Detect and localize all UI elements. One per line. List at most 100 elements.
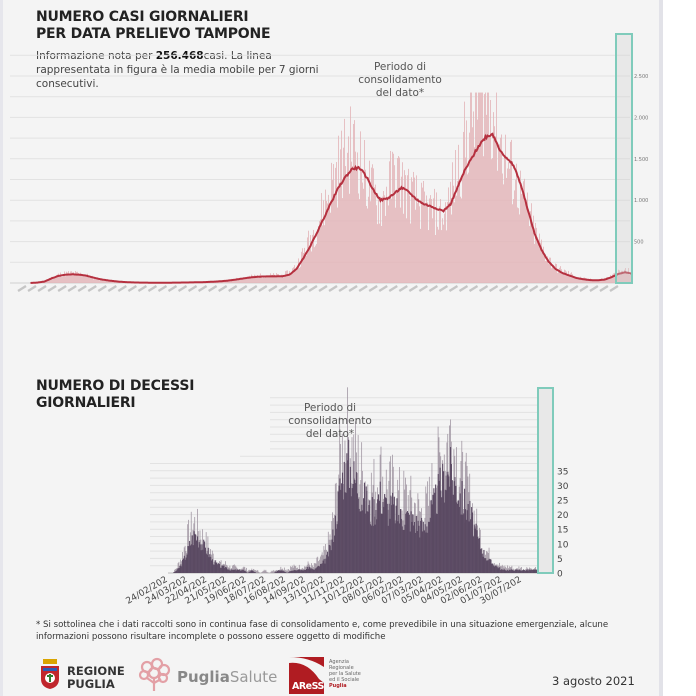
- deaths-bar: [404, 524, 406, 573]
- y-tick-label: 1.500: [634, 157, 648, 163]
- deaths-bar: [365, 486, 367, 573]
- cases-bar: [75, 271, 76, 283]
- deaths-bar: [176, 569, 178, 573]
- cases-bar: [435, 234, 436, 283]
- deaths-bar: [478, 538, 480, 573]
- y-tick-label: 0: [557, 570, 563, 580]
- deaths-bar: [515, 569, 517, 573]
- cases-bar: [222, 281, 223, 283]
- deaths-bar: [430, 500, 432, 573]
- x-tick-label-illegible: [579, 284, 589, 293]
- deaths-spike-bar: [178, 561, 180, 573]
- deaths-bar: [476, 530, 478, 573]
- deaths-bar: [417, 520, 419, 573]
- cases-bar: [451, 214, 452, 283]
- deaths-bar: [227, 569, 229, 573]
- deaths-bar: [371, 497, 373, 573]
- deaths-spike-bar: [233, 564, 235, 573]
- cases-bar: [591, 280, 592, 283]
- deaths-bar: [301, 569, 303, 573]
- cases-bar: [497, 170, 498, 283]
- cases-bar: [344, 118, 345, 284]
- cases-bar: [496, 92, 497, 283]
- cases-bar: [383, 191, 384, 283]
- cases-bar: [47, 279, 48, 283]
- deaths-bar: [354, 480, 356, 573]
- deaths-bar: [517, 570, 519, 573]
- deaths-bar: [246, 572, 248, 573]
- deaths-spike-bar: [229, 565, 231, 573]
- deaths-spike-bar: [286, 570, 288, 573]
- cases-bar: [592, 279, 593, 283]
- cases-bar: [382, 196, 383, 283]
- deaths-bar: [431, 504, 433, 573]
- x-tick-label-illegible: [107, 284, 117, 293]
- cases-bar: [560, 266, 561, 283]
- cases-bar: [520, 170, 521, 283]
- cases-bar: [294, 265, 295, 283]
- cases-bar: [328, 194, 329, 283]
- cases-bar: [577, 277, 578, 283]
- cases-bar: [347, 152, 348, 283]
- deaths-bar: [367, 511, 369, 573]
- cases-bar: [336, 162, 337, 283]
- deaths-bar: [189, 540, 191, 573]
- cases-bar: [583, 277, 584, 283]
- cases-bar: [277, 273, 278, 283]
- deaths-bar: [490, 559, 492, 573]
- cases-bar: [504, 155, 505, 283]
- deaths-spike-bar: [283, 567, 285, 573]
- cases-bar: [481, 92, 482, 283]
- deaths-bar: [500, 569, 503, 573]
- deaths-bar: [447, 474, 449, 573]
- deaths-bar: [399, 509, 402, 573]
- deaths-bar: [497, 568, 499, 573]
- deaths-bar: [291, 570, 293, 573]
- y-tick-label: 1.000: [634, 198, 648, 204]
- deaths-bar: [479, 549, 481, 573]
- deaths-spike-bar: [247, 571, 248, 573]
- cases-bar: [284, 276, 285, 283]
- cases-bar: [292, 268, 293, 283]
- cases-bar: [115, 281, 116, 283]
- x-tick-label-illegible: [278, 284, 288, 293]
- x-tick-label-illegible: [599, 284, 609, 293]
- deaths-bar: [438, 480, 440, 573]
- cases-bar: [569, 275, 570, 283]
- deaths-bar: [229, 570, 231, 573]
- cases-bar: [611, 277, 612, 283]
- deaths-spike-bar: [246, 567, 247, 573]
- cases-bar: [74, 274, 75, 283]
- cases-bar: [305, 252, 306, 283]
- cases-bar: [303, 252, 304, 283]
- deaths-bar: [368, 505, 370, 573]
- deaths-bar: [231, 569, 233, 573]
- deaths-bar: [451, 480, 453, 573]
- deaths-bar: [342, 499, 344, 573]
- cases-bar: [242, 279, 243, 283]
- cases-total-count: 256.468: [155, 50, 204, 62]
- deaths-bar: [395, 505, 397, 573]
- cases-bar: [505, 134, 506, 283]
- cases-bar: [487, 92, 488, 283]
- cases-bar: [491, 159, 492, 283]
- cases-bar: [317, 229, 318, 283]
- cases-bar: [407, 175, 408, 283]
- x-tick-label-illegible: [508, 284, 519, 293]
- cases-bar: [113, 281, 114, 283]
- cases-bar: [454, 202, 455, 283]
- deaths-bar: [205, 553, 207, 573]
- x-tick-label-illegible: [17, 284, 27, 293]
- deaths-bar: [432, 494, 434, 573]
- deaths-bar: [188, 546, 190, 573]
- cases-bar: [562, 273, 563, 283]
- deaths-bar: [524, 570, 526, 573]
- deaths-spike-bar: [511, 565, 513, 573]
- deaths-bar: [394, 523, 396, 573]
- deaths-bar: [349, 466, 351, 573]
- cases-bar: [241, 277, 242, 283]
- deaths-bar: [471, 512, 474, 573]
- deaths-bar: [483, 549, 485, 573]
- cases-bar: [78, 273, 79, 283]
- cases-bar: [595, 280, 596, 283]
